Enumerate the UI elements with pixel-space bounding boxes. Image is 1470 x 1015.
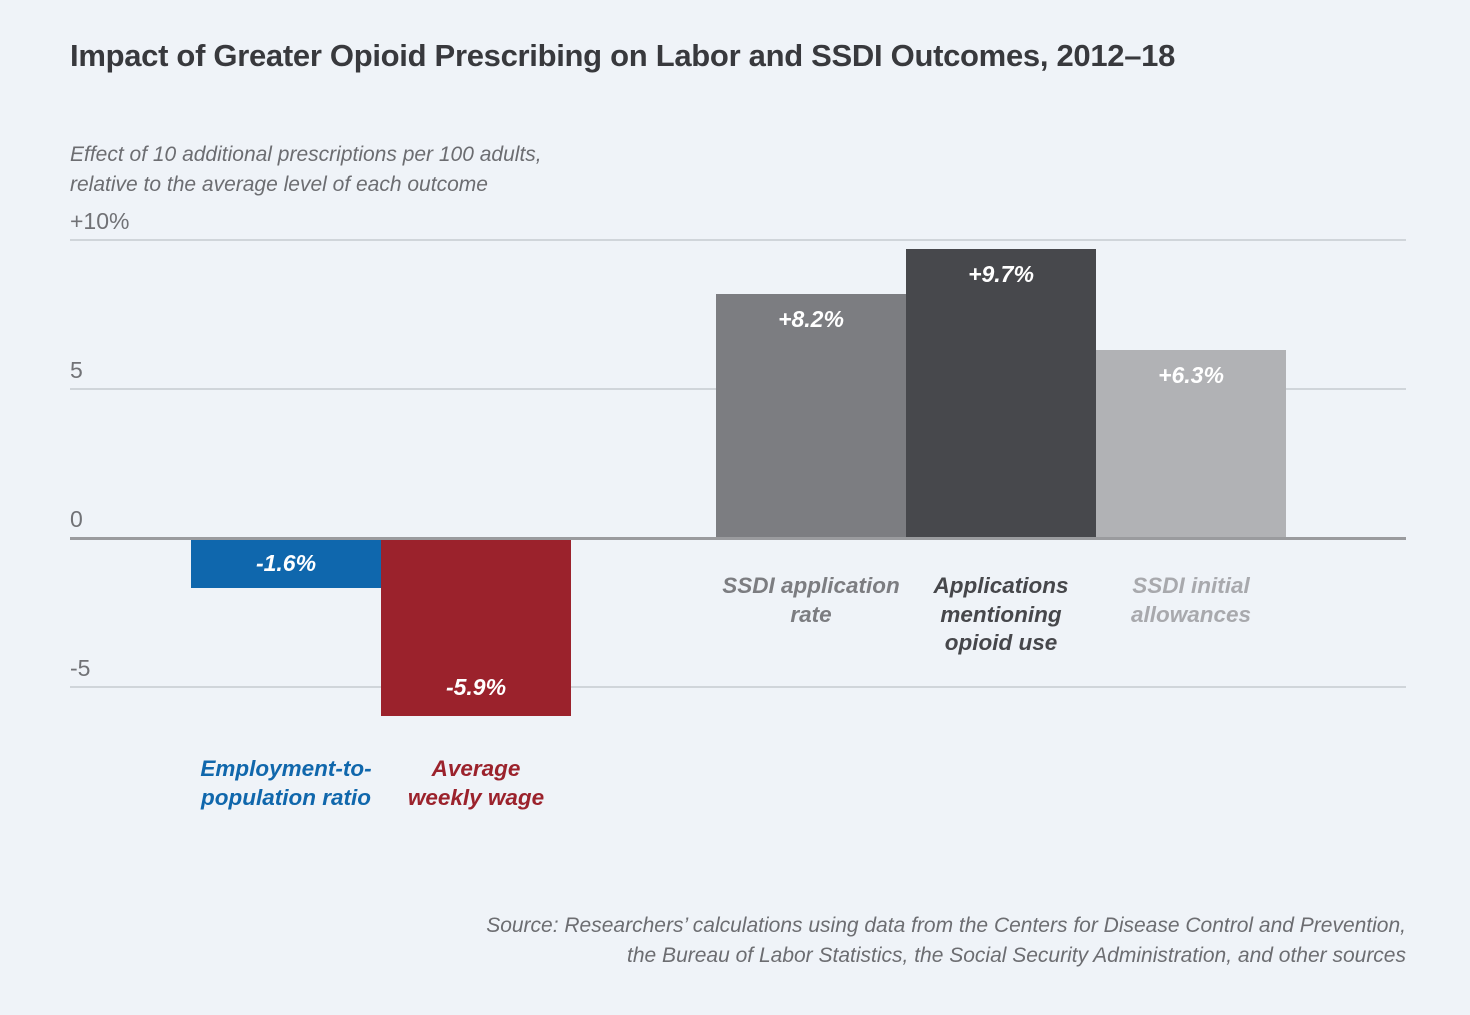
value-label-applications-mentioning-opioid-use: +9.7% [968, 260, 1034, 287]
category-label-ssdi-initial-allowances: SSDI initial allowances [1130, 573, 1252, 627]
gridline-10 [70, 239, 1406, 241]
chart-subtitle: Effect of 10 additional prescriptions pe… [70, 143, 542, 196]
source-note: Source: Researchers’ calculations using … [486, 914, 1406, 968]
category-label-applications-mentioning-opioid-use: Applications mentioning opioid use [933, 573, 1069, 656]
gridline--5 [70, 686, 1406, 688]
y-tick-label-10: +10% [70, 208, 130, 234]
bar-ssdi-initial-allowances [1096, 350, 1286, 538]
value-label-ssdi-initial-allowances: +6.3% [1158, 362, 1224, 389]
bar-average-weekly-wage [381, 540, 571, 716]
zero-gridline [70, 537, 1406, 540]
chart-title: Impact of Greater Opioid Prescribing on … [70, 38, 1176, 73]
bar-applications-mentioning-opioid-use [906, 248, 1096, 538]
value-label-employment-to-population-ratio: -1.6% [255, 549, 317, 576]
y-tick-label-0: 0 [70, 506, 83, 532]
value-label-ssdi-application-rate: +8.2% [778, 305, 844, 332]
y-tick-label-5: 5 [70, 357, 83, 383]
category-label-ssdi-application-rate: SSDI application rate [722, 573, 900, 627]
bar-employment-to-population-ratio [191, 540, 381, 588]
y-tick-label-5: -5 [70, 655, 91, 681]
category-label-employment-to-population-ratio: Employment-to- population ratio [200, 756, 372, 810]
bar-ssdi-application-rate [716, 293, 906, 538]
value-label-average-weekly-wage: -5.9% [445, 673, 507, 700]
category-label-average-weekly-wage: Average weekly wage [407, 756, 545, 810]
